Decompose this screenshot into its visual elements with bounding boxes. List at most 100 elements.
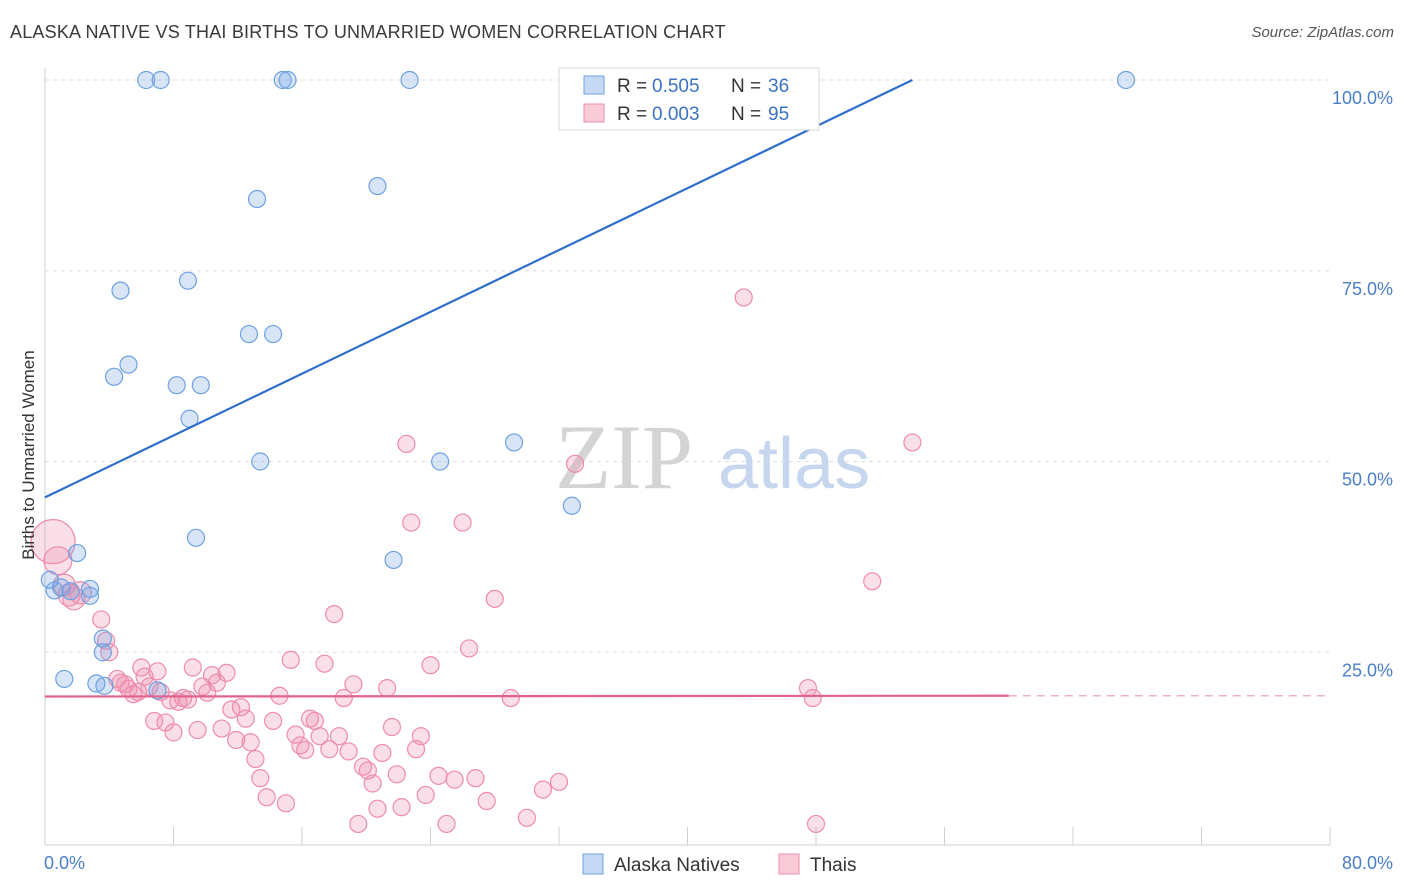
- alaska-point-6: [368, 176, 387, 196]
- alaska-point-20: [562, 496, 581, 515]
- thais-point-81: [466, 769, 485, 788]
- thais-point-27: [183, 658, 202, 677]
- thais-point-28: [188, 720, 207, 740]
- thais-point-32: [207, 673, 226, 692]
- alaska-point-12: [119, 355, 138, 374]
- thais-point-57: [334, 688, 353, 708]
- series-legend-swatch-alaska: [582, 853, 604, 875]
- thais-point-19: [148, 662, 167, 681]
- thais-point-49: [296, 740, 315, 760]
- stats-legend: R = 0.505 N = 36 R = 0.003 N = 95: [558, 67, 820, 131]
- thais-point-75: [421, 656, 440, 675]
- alaska-point-15: [191, 376, 210, 395]
- thais-point-37: [231, 698, 251, 717]
- alaska-point-4: [400, 70, 419, 90]
- legend-n-value-pink: 95: [768, 104, 789, 125]
- thais-point-73: [411, 727, 430, 746]
- alaska-point-31: [93, 643, 112, 662]
- alaska-point-26: [45, 581, 64, 600]
- alaska-point-29: [80, 586, 100, 605]
- thais-points: [30, 288, 922, 834]
- thais-point-59: [344, 675, 363, 694]
- thais-point-38: [236, 709, 255, 728]
- thais-point-91: [803, 688, 822, 708]
- alaska-point-14: [167, 376, 186, 395]
- alaska-point-10: [239, 324, 259, 344]
- y-tick-label-1: 50.0%: [1342, 470, 1393, 490]
- thais-point-7: [96, 631, 116, 650]
- y-axis-label: Births to Unmarried Women: [19, 350, 38, 559]
- thais-point-85: [517, 808, 536, 827]
- alaska-point-13: [104, 367, 124, 386]
- watermark: ZIP atlas: [555, 406, 870, 508]
- thais-point-88: [565, 454, 585, 473]
- alaska-point-35: [148, 681, 167, 700]
- alaska-point-27: [61, 582, 80, 601]
- alaska-point-9: [111, 281, 130, 300]
- thais-point-80: [459, 639, 479, 658]
- thais-point-66: [378, 679, 397, 698]
- thais-point-86: [533, 780, 553, 799]
- thais-point-67: [382, 717, 402, 737]
- alaska-point-2: [273, 70, 292, 90]
- chart-title: ALASKA NATIVE VS THAI BIRTHS TO UNMARRIE…: [10, 22, 726, 42]
- alaska-point-19: [504, 433, 524, 452]
- thais-point-60: [349, 814, 368, 834]
- alaska-natives-points: [40, 70, 1136, 700]
- trend-lines: [44, 79, 1330, 698]
- alaska-point-17: [251, 452, 270, 471]
- alaska-trend-line: [44, 79, 913, 499]
- legend-r-label-pink: R =: [617, 104, 647, 125]
- thais-point-36: [227, 730, 246, 750]
- thais-point-55: [325, 604, 344, 624]
- thais-point-79: [453, 513, 472, 532]
- thais-point-77: [437, 814, 456, 834]
- alaska-point-18: [431, 452, 450, 471]
- thais-point-83: [485, 589, 504, 608]
- alaska-point-22: [68, 543, 87, 563]
- thais-point-0: [30, 519, 76, 565]
- axes: [44, 68, 1331, 846]
- thais-point-40: [246, 749, 265, 769]
- legend-r-value-blue: 0.505: [652, 76, 700, 97]
- thais-point-87: [549, 772, 569, 792]
- thais-point-52: [310, 727, 329, 746]
- alaska-point-32: [55, 669, 74, 689]
- series-legend-alaska: Alaska Natives: [614, 855, 740, 876]
- thais-point-76: [429, 766, 448, 785]
- thais-point-39: [241, 733, 260, 752]
- thais-point-82: [477, 791, 496, 811]
- legend-swatch-blue: [583, 75, 605, 95]
- thais-point-51: [305, 711, 324, 731]
- thais-point-26: [178, 690, 198, 709]
- series-legend-thais: Thais: [810, 855, 856, 876]
- y-tick-label-0: 25.0%: [1342, 660, 1393, 680]
- alaska-point-30: [93, 629, 112, 648]
- thais-point-41: [251, 769, 270, 788]
- thais-point-94: [903, 433, 922, 452]
- thais-point-43: [263, 711, 283, 731]
- tick-labels: 25.0% 50.0% 75.0% 100.0% 0.0% 80.0%: [44, 88, 1393, 873]
- thais-point-69: [392, 798, 411, 817]
- alaska-point-0: [137, 70, 156, 90]
- thais-point-42: [257, 788, 276, 807]
- thais-point-70: [397, 434, 416, 454]
- thais-point-65: [373, 743, 392, 763]
- thais-point-56: [329, 727, 349, 746]
- alaska-point-21: [186, 528, 206, 547]
- y-tick-label-2: 75.0%: [1342, 279, 1393, 299]
- thais-point-64: [368, 799, 387, 818]
- thais-point-45: [276, 794, 296, 813]
- thais-point-78: [445, 770, 464, 789]
- thais-point-1: [43, 546, 73, 576]
- x-tick-label-1: 80.0%: [1342, 853, 1393, 873]
- thais-point-58: [339, 742, 358, 761]
- thais-trend-line: [44, 694, 1009, 698]
- watermark-atlas: atlas: [718, 424, 870, 504]
- legend-n-value-blue: 36: [768, 76, 789, 97]
- thais-point-68: [387, 765, 406, 784]
- alaska-point-28: [80, 579, 100, 599]
- legend-n-label-blue: N =: [731, 76, 761, 97]
- thais-point-6: [92, 610, 111, 629]
